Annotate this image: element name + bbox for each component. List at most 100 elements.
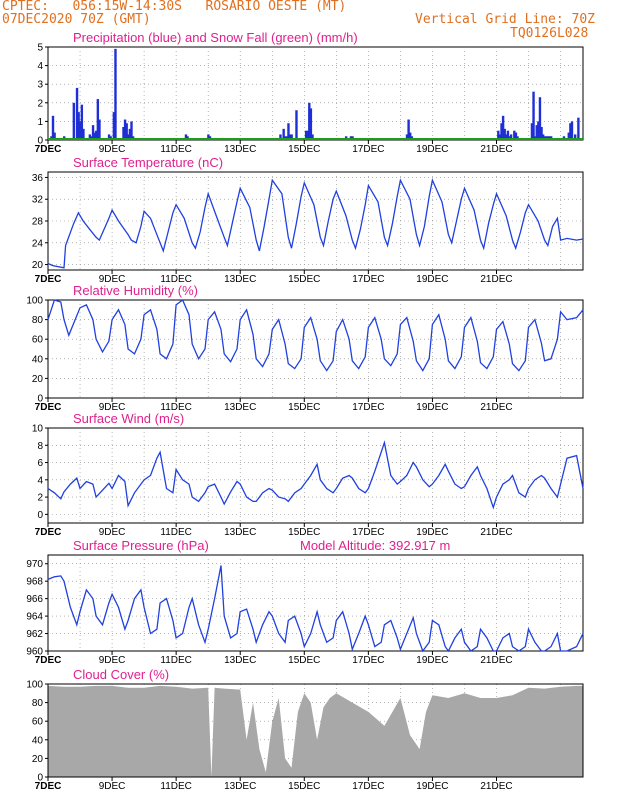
y-tick-label: 24 (32, 238, 44, 249)
x-tick-label: 9DEC (99, 781, 126, 792)
x-tick-label: 19DEC (416, 655, 448, 666)
x-tick-label: 15DEC (288, 402, 320, 413)
precip-bar (535, 125, 538, 140)
precip-bar (570, 121, 574, 140)
y-tick-label: 100 (26, 296, 43, 307)
y-tick-label: 80 (32, 315, 44, 326)
y-tick-label: 20 (32, 374, 44, 385)
x-tick-label: 7DEC (35, 527, 62, 538)
precip-bar (282, 128, 285, 140)
y-tick-label: 32 (32, 195, 44, 206)
y-tick-label: 0 (37, 136, 43, 147)
precip-bar (308, 102, 311, 140)
x-tick-label: 17DEC (352, 144, 384, 155)
panel-frame (47, 554, 584, 652)
precip-bar (513, 130, 516, 140)
y-tick-label: 10 (32, 424, 44, 435)
precip-bar (82, 128, 85, 140)
x-tick-label: 19DEC (416, 527, 448, 538)
precip-bar (530, 123, 534, 140)
precip-bar (88, 134, 92, 140)
x-tick-label: 21DEC (480, 144, 512, 155)
precip-bar (500, 123, 503, 140)
y-tick-label: 0 (37, 510, 43, 521)
x-tick-label: 17DEC (352, 655, 384, 666)
precip-bar (501, 115, 505, 140)
precip-bar (538, 97, 542, 140)
y-tick-label: 6 (37, 458, 43, 469)
panel-title: Precipitation (blue) and Snow Fall (gree… (73, 30, 358, 45)
y-tick-label: 20 (32, 260, 44, 271)
precip-bar (541, 134, 545, 140)
precip-bar (122, 126, 125, 140)
precip-bar (409, 132, 412, 140)
precip-bar (537, 121, 540, 140)
x-tick-label: 9DEC (99, 274, 126, 285)
x-tick-label: 13DEC (224, 781, 256, 792)
precip-bar (79, 121, 82, 140)
x-tick-label: 21DEC (480, 402, 512, 413)
y-tick-label: 40 (32, 735, 44, 746)
x-tick-label: 7DEC (35, 402, 62, 413)
precip-bar (569, 123, 572, 140)
y-tick-label: 966 (26, 594, 43, 605)
precip-bar (98, 119, 101, 140)
panel-title: Relative Humidity (%) (73, 283, 198, 298)
x-tick-label: 21DEC (480, 781, 512, 792)
precip-bar (114, 48, 117, 140)
x-tick-label: 19DEC (416, 402, 448, 413)
model-altitude-label: Model Altitude: 392.917 m (300, 538, 450, 553)
x-tick-label: 13DEC (224, 655, 256, 666)
precip-bar (573, 134, 577, 140)
x-tick-label: 7DEC (35, 781, 62, 792)
series-line (47, 178, 584, 269)
y-tick-label: 1 (37, 117, 43, 128)
precip-bar (304, 130, 308, 140)
x-tick-label: 19DEC (416, 144, 448, 155)
precip-bar (91, 125, 95, 140)
x-tick-label: 7DEC (35, 144, 62, 155)
x-tick-label: 11DEC (160, 781, 192, 792)
precip-bar (498, 134, 502, 140)
precip-bar (405, 134, 409, 140)
series-line (47, 298, 584, 372)
precip-bar (532, 91, 535, 140)
x-tick-label: 21DEC (480, 274, 512, 285)
precip-bar (107, 134, 111, 140)
x-tick-label: 9DEC (99, 527, 126, 538)
x-tick-label: 11DEC (160, 527, 192, 538)
y-tick-label: 2 (37, 98, 43, 109)
precip-bar (497, 130, 500, 140)
y-tick-label: 8 (37, 441, 43, 452)
x-tick-label: 13DEC (224, 402, 256, 413)
precip-bar (53, 132, 56, 140)
precip-bar (287, 123, 290, 140)
precip-bar (407, 119, 410, 140)
precip-bar (514, 132, 518, 140)
y-tick-label: 970 (26, 559, 43, 570)
y-tick-label: 960 (26, 647, 43, 658)
precip-bar (112, 112, 116, 140)
precip-bar (506, 130, 510, 140)
x-tick-label: 11DEC (160, 655, 192, 666)
y-tick-label: 2 (37, 493, 43, 504)
y-tick-label: 36 (32, 173, 44, 184)
precip-bar (95, 130, 98, 140)
panel-title: Surface Wind (m/s) (73, 411, 184, 426)
precip-bar (123, 119, 127, 140)
x-tick-label: 15DEC (288, 274, 320, 285)
precip-bar (75, 87, 79, 140)
x-tick-label: 17DEC (352, 274, 384, 285)
model-code: TQ0126L028 (510, 26, 589, 41)
y-tick-label: 4 (37, 61, 43, 72)
precip-bar (540, 126, 543, 140)
series-line (47, 565, 584, 653)
x-tick-label: 7DEC (35, 655, 62, 666)
precip-bar (130, 121, 133, 140)
x-tick-label: 9DEC (99, 144, 126, 155)
precip-bar (80, 104, 84, 140)
x-tick-label: 17DEC (352, 402, 384, 413)
x-tick-label: 17DEC (352, 527, 384, 538)
precip-bar (306, 130, 309, 140)
